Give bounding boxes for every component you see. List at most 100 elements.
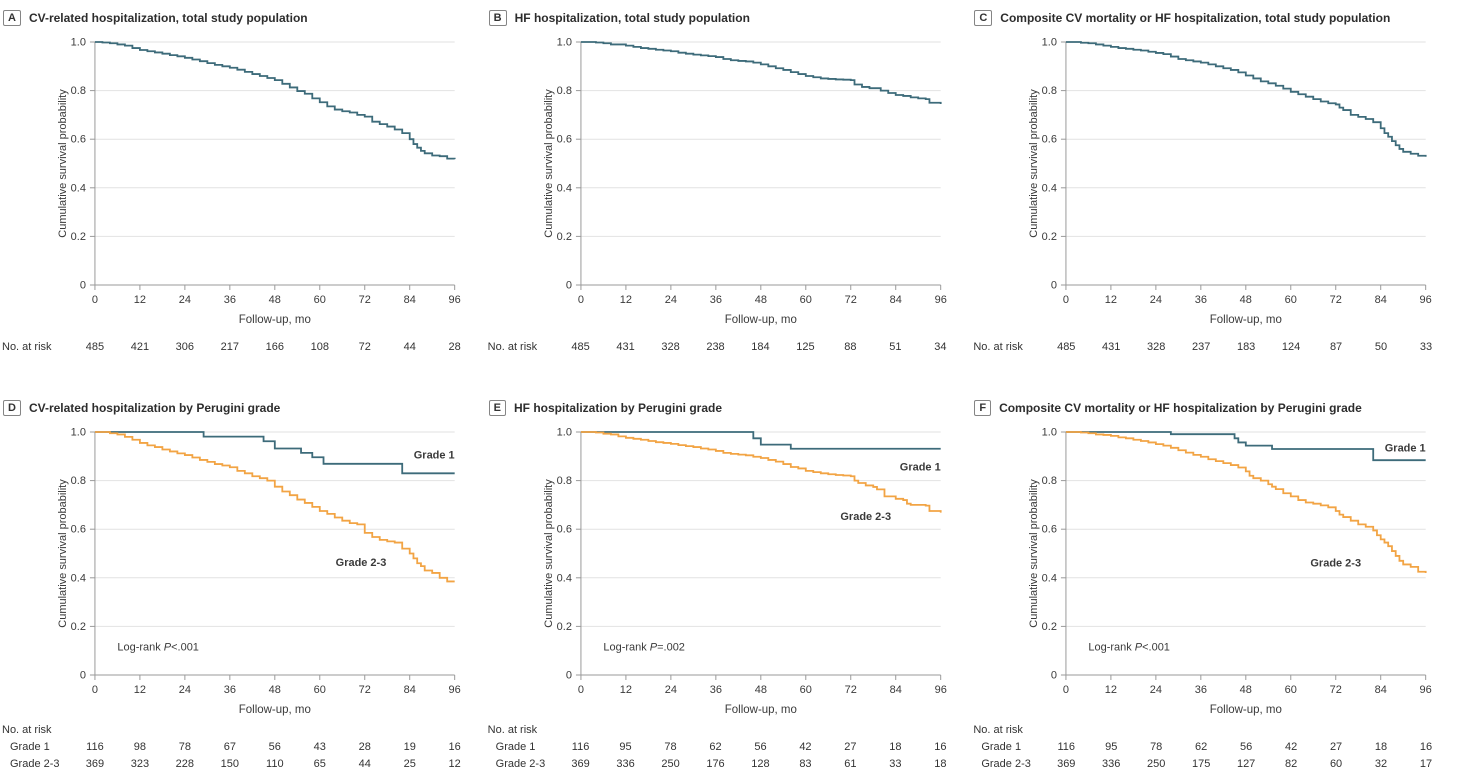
risk-value: 125 [796,341,815,353]
series-curve-grade-2-3 [580,431,942,513]
x-tick-label: 96 [1420,684,1432,696]
log-rank-value: <.001 [171,642,199,654]
y-axis-label: Cumulative survival probability [1028,89,1040,238]
risk-table: No. at risk Grade 1 116 95 78 62 56 42 27 18 16 Gra… [971,720,1457,775]
risk-row-label: Grade 2-3 [981,758,1031,770]
km-chart-C: 1.0 0.8 0.6 0.4 0.2 00 12 24 36 48 60 72 84 96 Cumulat… [1028,36,1432,326]
risk-value: 328 [661,341,680,353]
x-tick-label: 72 [1330,684,1342,696]
risk-table: No. at risk Grade 1 116 95 78 62 56 42 27 18 16 Gra… [486,720,972,775]
y-tick-label: 0.4 [556,182,571,194]
panel-header: D CV-related hospitalization by Perugini … [0,385,486,420]
y-tick-label: 1.0 [1042,36,1057,48]
risk-value: 485 [85,341,105,353]
y-tick-label: 0.2 [71,231,86,243]
risk-value: 369 [1057,758,1076,770]
risk-value: 116 [1057,741,1076,753]
risk-value: 28 [448,341,461,353]
km-panel-A: A CV-related hospitalization, total study… [0,0,486,385]
risk-value: 128 [751,758,770,770]
series-curve-grade-1 [1066,431,1427,462]
x-tick-label: 60 [799,294,811,306]
x-tick-label: 36 [224,684,236,696]
y-tick-label: 0.8 [556,475,571,487]
risk-value: 56 [1240,741,1253,753]
x-tick-label: 72 [844,684,856,696]
risk-value: 33 [889,758,902,770]
x-tick-label: 84 [1375,294,1387,306]
x-tick-label: 84 [404,684,416,696]
risk-value: 250 [661,758,680,770]
panel-title: CV-related hospitalization, total study … [28,11,308,25]
panel-header: A CV-related hospitalization, total study… [0,0,486,30]
km-chart-B: 1.0 0.8 0.6 0.4 0.2 00 12 24 36 48 60 72 84 96 Cumulat… [543,36,947,326]
risk-table-label: No. at risk [2,341,52,353]
risk-table-label: No. at risk [487,341,538,353]
y-tick-label: 0.2 [71,621,86,633]
risk-value: 431 [1102,341,1121,353]
panel-header: F Composite CV mortality or HF hospitaliz… [971,385,1457,420]
x-tick-label: 36 [1195,294,1207,306]
risk-table: No. at risk 485 431 328 237 183 124 87 50 33 [971,330,1457,385]
log-rank-p-symbol: P [649,642,657,654]
risk-row-label: Grade 1 [495,741,536,753]
risk-value: 32 [1374,758,1388,770]
panel-letter: F [974,400,992,416]
x-tick-label: 36 [709,294,721,306]
y-axis-label: Cumulative survival probability [57,479,69,628]
x-tick-label: 48 [1240,684,1252,696]
risk-value: 183 [1236,341,1256,353]
y-tick-label: 0 [565,279,571,291]
risk-value: 369 [85,758,105,770]
panel-header: B HF hospitalization, total study populat… [486,0,972,30]
log-rank-value: <.001 [1142,642,1170,654]
risk-value: 44 [358,758,371,770]
series-label: Grade 2-3 [1311,558,1362,570]
y-tick-label: 0.2 [556,621,571,633]
y-axis-label: Cumulative survival probability [57,89,69,238]
risk-value: 67 [223,741,236,753]
series-curve-grade-2-3 [1066,431,1427,573]
series-curve-total-study-population [1066,41,1427,157]
x-axis-label: Follow-up, mo [1210,314,1282,326]
x-tick-label: 60 [314,684,326,696]
x-tick-label: 48 [754,684,766,696]
y-tick-label: 0.2 [1042,231,1057,243]
risk-row-label: Grade 1 [981,741,1022,753]
risk-value: 56 [754,741,767,753]
x-tick-label: 48 [754,294,766,306]
risk-value: 16 [448,741,461,753]
x-tick-label: 12 [1105,294,1117,306]
y-tick-label: 0.8 [71,85,86,97]
x-tick-label: 72 [1330,294,1342,306]
y-axis-label: Cumulative survival probability [1028,479,1040,628]
risk-value: 184 [751,341,770,353]
risk-value: 78 [664,741,677,753]
risk-table-label: No. at risk [2,724,52,736]
y-tick-label: 0.2 [556,231,571,243]
x-tick-label: 36 [709,684,721,696]
risk-value: 237 [1191,341,1211,353]
x-axis-label: Follow-up, mo [239,314,311,326]
x-tick-label: 96 [934,684,946,696]
y-tick-label: 0 [80,669,86,681]
risk-value: 18 [934,758,947,770]
x-tick-label: 24 [179,684,191,696]
risk-value: 323 [130,758,150,770]
x-tick-label: 96 [449,294,461,306]
x-tick-label: 48 [269,294,281,306]
log-rank-prefix: Log-rank [1089,642,1135,654]
risk-table: No. at risk 485 431 328 238 184 125 88 51 34 [486,330,972,385]
x-tick-label: 72 [359,294,371,306]
risk-value: 16 [1419,741,1433,753]
x-tick-label: 24 [1150,294,1162,306]
x-tick-label: 24 [664,684,676,696]
risk-value: 485 [571,341,590,353]
risk-value: 62 [709,741,722,753]
panel-title: Composite CV mortality or HF hospitaliza… [1000,11,1391,25]
x-tick-label: 0 [1063,684,1069,696]
y-tick-label: 0.2 [1042,621,1057,633]
risk-value: 306 [175,341,195,353]
risk-value: 150 [220,758,240,770]
log-rank-annotation: Log-rank P<.001 [117,642,199,654]
